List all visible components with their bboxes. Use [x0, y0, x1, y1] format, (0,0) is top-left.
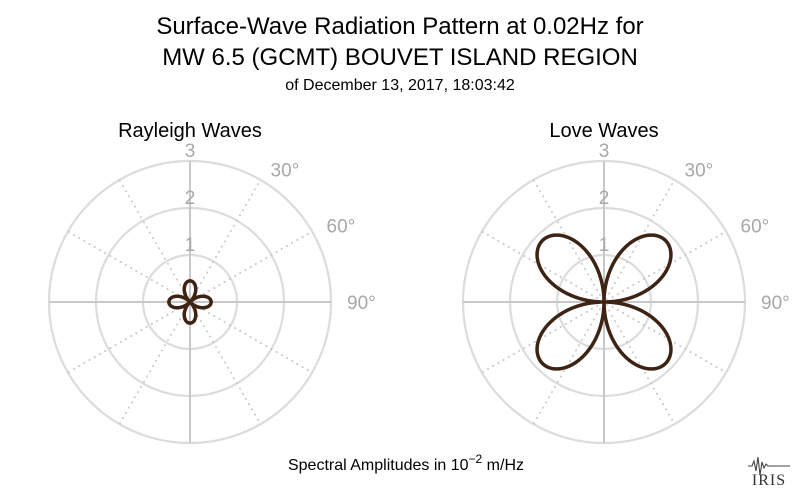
love-angle-tick-60: 60°: [741, 217, 770, 238]
rayleigh-radial-tick-2: 2: [185, 188, 196, 209]
rayleigh-angle-tick-90: 90°: [347, 293, 376, 314]
figure-title-line1: Surface-Wave Radiation Pattern at 0.02Hz…: [156, 13, 643, 40]
rayleigh-angle-tick-30: 30°: [271, 160, 300, 181]
love-polar-chart: Love Waves 1 2 3 30° 60° 90°: [461, 120, 790, 445]
rayleigh-chart-title: Rayleigh Waves: [118, 120, 262, 142]
rayleigh-radial-tick-3: 3: [185, 141, 196, 162]
love-spoke-60: [481, 230, 727, 374]
figure-title-line2: MW 6.5 (GCMT) BOUVET ISLAND REGION: [162, 44, 638, 71]
love-spoke-150: [532, 179, 676, 425]
rayleigh-spoke-150: [118, 179, 262, 425]
rayleigh-polar-chart: Rayleigh Waves 1 2 3 30° 60° 90°: [47, 120, 376, 445]
love-tick-labels: 1 2 3 30° 60° 90°: [599, 141, 790, 314]
rayleigh-polar-grid: [47, 159, 333, 445]
iris-logo-text: IRIS: [752, 472, 786, 489]
love-angle-tick-30: 30°: [685, 160, 714, 181]
love-spoke-120: [481, 230, 727, 374]
amplitude-units-label: Spectral Amplitudes in 10−2 m/Hz: [288, 452, 524, 474]
love-radial-tick-2: 2: [599, 188, 610, 209]
rayleigh-spoke-60: [67, 230, 313, 374]
rayleigh-tick-labels: 1 2 3 30° 60° 90°: [185, 141, 376, 314]
love-chart-title: Love Waves: [549, 120, 658, 142]
seismogram-icon: [748, 456, 790, 476]
love-radial-tick-1: 1: [599, 235, 610, 256]
figure-subtitle: of December 13, 2017, 18:03:42: [285, 77, 515, 94]
rayleigh-angle-tick-60: 60°: [327, 217, 356, 238]
love-radial-tick-3: 3: [599, 141, 610, 162]
love-angle-tick-90: 90°: [761, 293, 790, 314]
rayleigh-spoke-120: [67, 230, 313, 374]
rayleigh-spoke-30: [118, 179, 262, 425]
iris-logo: IRIS: [748, 456, 790, 489]
love-radiation-pattern: [535, 233, 673, 371]
rayleigh-radiation-pattern: [167, 279, 213, 325]
love-spoke-30: [532, 179, 676, 425]
rayleigh-radial-tick-1: 1: [185, 235, 196, 256]
